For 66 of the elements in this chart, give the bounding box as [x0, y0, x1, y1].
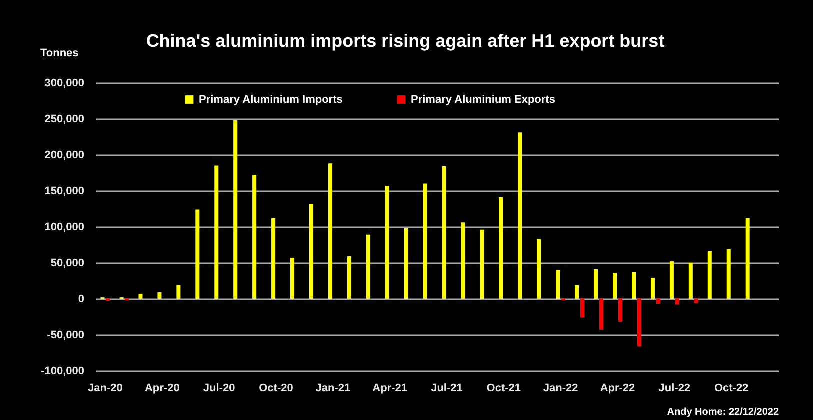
x-tick-label: Apr-22: [600, 382, 636, 394]
x-tick-label: Jan-22: [543, 382, 578, 394]
bar: [234, 120, 238, 299]
y-tick-label: 0: [78, 294, 84, 306]
bar: [694, 299, 698, 304]
x-tick-label: Jul-22: [658, 382, 691, 394]
y-tick-label: -100,000: [41, 366, 84, 378]
text: Andy Home: 22/12/2022: [667, 407, 780, 418]
y-tick-label: 50,000: [50, 258, 84, 270]
x-tick-label: Apr-21: [372, 382, 408, 394]
bar: [537, 239, 542, 299]
y-tick-label: 300,000: [44, 78, 84, 90]
x-tick-label: Jul-21: [431, 382, 463, 394]
bar: [347, 256, 352, 299]
bar: [675, 299, 680, 305]
bar: [746, 218, 750, 299]
bar: [688, 263, 693, 299]
legend-label: Primary Aluminium Imports: [199, 94, 343, 106]
legend-label: Primary Aluminium Exports: [411, 94, 556, 106]
y-tick-label: 250,000: [44, 114, 84, 126]
bar: [328, 164, 332, 299]
bar: [618, 299, 622, 322]
bar: [650, 278, 655, 299]
bar: [138, 294, 143, 299]
x-tick-label: Jan-21: [316, 382, 351, 394]
bar: [366, 234, 370, 299]
bar: [176, 285, 181, 299]
bar: [594, 269, 598, 299]
bar: [637, 299, 642, 347]
y-tick-label: 150,000: [44, 186, 84, 198]
bar: [385, 186, 390, 299]
bar: [309, 204, 314, 299]
bar: [290, 258, 295, 299]
bar: [518, 132, 522, 299]
x-tick-label: Oct-22: [714, 382, 749, 394]
bar: [656, 299, 660, 304]
bar: [613, 273, 618, 299]
bar: [670, 262, 674, 299]
x-tick-label: Jul-20: [203, 382, 236, 394]
x-tick-label: Oct-20: [259, 382, 294, 394]
bar: [556, 270, 560, 299]
bar: [632, 272, 636, 299]
bar: [423, 184, 428, 299]
bar: [404, 228, 408, 299]
y-tick-label: 200,000: [44, 150, 84, 162]
bar: [196, 210, 200, 299]
bar: [599, 299, 604, 330]
bar: [461, 222, 466, 299]
bar: [158, 292, 162, 299]
x-tick-label: Apr-20: [144, 382, 180, 394]
bar: [214, 166, 219, 299]
bar: [442, 166, 446, 299]
y-axis-title: Tonnes: [40, 48, 79, 60]
chart-title: China's aluminium imports rising again after H1 export burst: [146, 31, 665, 51]
bar: [575, 285, 580, 299]
bar: [499, 197, 504, 299]
y-tick-label: -50,000: [47, 330, 84, 342]
x-tick-label: Jan-20: [88, 382, 123, 394]
bar: [708, 251, 712, 299]
bar: [726, 249, 731, 299]
x-tick-label: Oct-21: [486, 382, 522, 394]
bar: [480, 230, 484, 299]
bar: [272, 218, 276, 299]
y-tick-label: 100,000: [44, 222, 84, 234]
bar: [580, 299, 584, 318]
bar: [252, 175, 257, 299]
